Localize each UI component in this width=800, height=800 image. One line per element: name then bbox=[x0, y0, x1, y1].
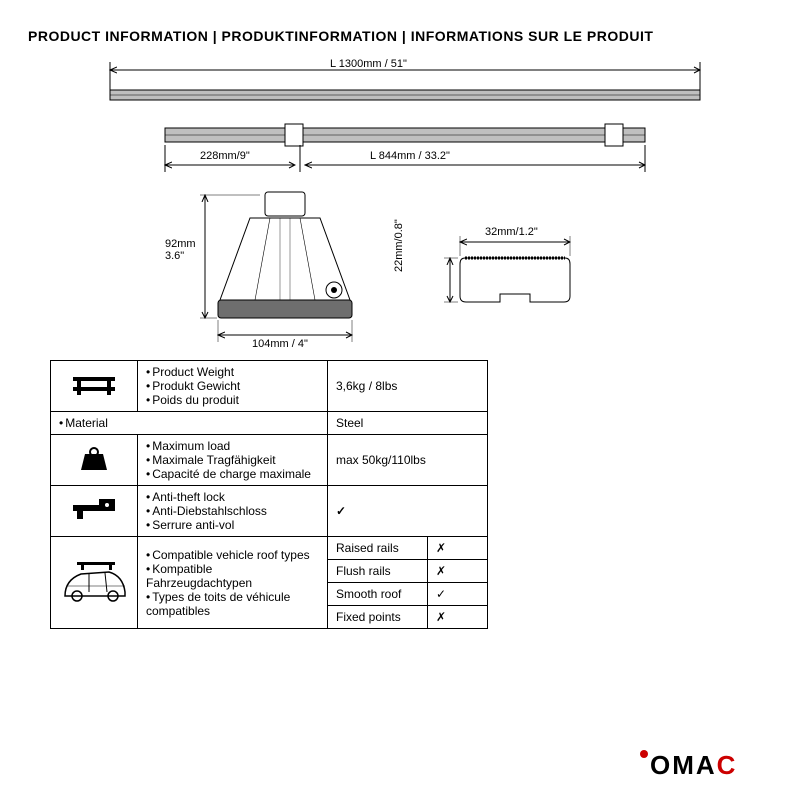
logo-text-red: C bbox=[717, 750, 738, 780]
brand-logo: OMAC bbox=[640, 750, 737, 781]
roof-item-check: ✗ bbox=[428, 606, 488, 629]
roof-labels: Compatible vehicle roof types Kompatible… bbox=[138, 537, 328, 629]
roof-item-check: ✗ bbox=[428, 537, 488, 560]
roof-item-name: Flush rails bbox=[328, 560, 428, 583]
table-row: Material Steel bbox=[51, 412, 488, 435]
dim-foot-w: 104mm / 4" bbox=[252, 338, 308, 350]
roof-item-name: Fixed points bbox=[328, 606, 428, 629]
lock-icon bbox=[51, 486, 138, 537]
material-label: Material bbox=[51, 412, 328, 435]
spec-table: Product Weight Produkt Gewicht Poids du … bbox=[50, 360, 488, 629]
dim-profile-h: 22mm/0.8" bbox=[393, 219, 405, 272]
table-row: Anti-theft lock Anti-Diebstahlschloss Se… bbox=[51, 486, 488, 537]
table-row: Product Weight Produkt Gewicht Poids du … bbox=[51, 361, 488, 412]
technical-drawing bbox=[0, 0, 800, 350]
lock-check: ✓ bbox=[328, 486, 488, 537]
maxload-labels: Maximum load Maximale Tragfähigkeit Capa… bbox=[138, 435, 328, 486]
material-value: Steel bbox=[328, 412, 488, 435]
roof-item-name: Raised rails bbox=[328, 537, 428, 560]
logo-text-black: OMA bbox=[650, 750, 717, 780]
logo-dot-icon bbox=[640, 750, 648, 758]
dim-foot-h: 92mm 3.6" bbox=[165, 238, 196, 262]
maxload-value: max 50kg/110lbs bbox=[328, 435, 488, 486]
lock-labels: Anti-theft lock Anti-Diebstahlschloss Se… bbox=[138, 486, 328, 537]
roof-item-name: Smooth roof bbox=[328, 583, 428, 606]
dim-top-bar: L 1300mm / 51" bbox=[330, 58, 407, 70]
weight-value: 3,6kg / 8lbs bbox=[328, 361, 488, 412]
weight-labels: Product Weight Produkt Gewicht Poids du … bbox=[138, 361, 328, 412]
dim-mid-b: L 844mm / 33.2" bbox=[370, 150, 450, 162]
roof-item-check: ✗ bbox=[428, 560, 488, 583]
dim-mid-a: 228mm/9" bbox=[200, 150, 250, 162]
dim-profile-w: 32mm/1.2" bbox=[485, 226, 538, 238]
car-icon bbox=[51, 537, 138, 629]
roof-item-check: ✓ bbox=[428, 583, 488, 606]
weight-icon bbox=[51, 435, 138, 486]
table-row: Maximum load Maximale Tragfähigkeit Capa… bbox=[51, 435, 488, 486]
table-row: Compatible vehicle roof types Kompatible… bbox=[51, 537, 488, 560]
bars-icon bbox=[51, 361, 138, 412]
